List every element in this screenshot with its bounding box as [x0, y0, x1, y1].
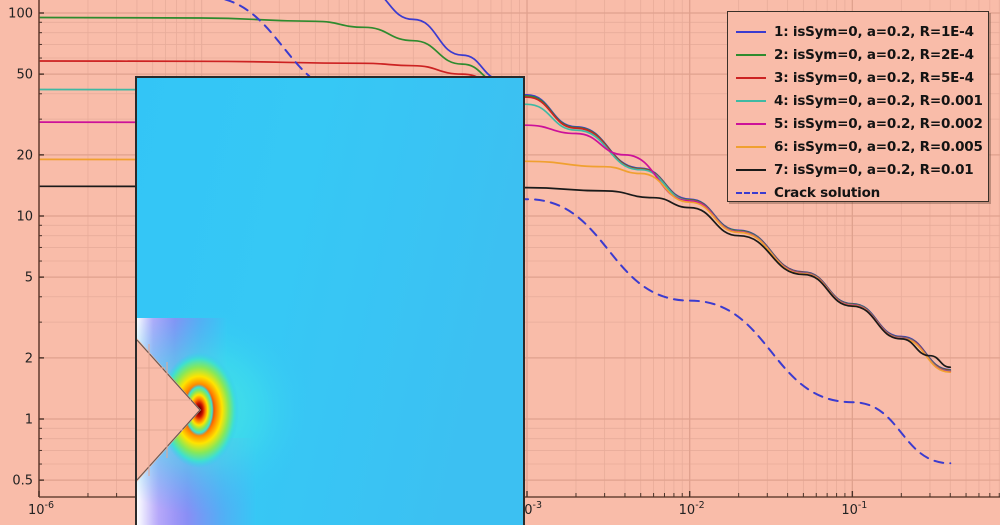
y-axis-tick-labels: 100 50 20 10 5 2 1 0.5: [8, 7, 33, 489]
y-tick-label: 20: [16, 148, 33, 163]
legend-item[interactable]: 3: isSym=0, a=0.2, R=5E-4: [736, 66, 982, 89]
legend-item[interactable]: 6: isSym=0, a=0.2, R=0.005: [736, 135, 983, 158]
legend-swatch-crack: [736, 191, 766, 194]
legend-item[interactable]: 1: isSym=0, a=0.2, R=1E-4: [736, 20, 982, 43]
legend-swatch-2: [736, 53, 766, 56]
stress-field-inset: [135, 76, 525, 525]
inset-field-svg: [137, 78, 523, 525]
curve-8: [222, 0, 952, 465]
legend-label-7: 7: isSym=0, a=0.2, R=0.01: [774, 161, 974, 178]
legend-label-crack: Crack solution: [774, 184, 881, 201]
legend-swatch-7: [736, 168, 766, 171]
y-tick-label: 100: [8, 7, 33, 22]
legend-label-2: 2: isSym=0, a=0.2, R=2E-4: [774, 46, 974, 63]
legend-swatch-6: [736, 145, 766, 148]
inset-field-body: [137, 78, 523, 525]
legend-label-3: 3: isSym=0, a=0.2, R=5E-4: [774, 69, 974, 86]
legend-item[interactable]: 4: isSym=0, a=0.2, R=0.001: [736, 89, 983, 112]
legend-item[interactable]: 2: isSym=0, a=0.2, R=2E-4: [736, 43, 982, 66]
chart-legend: 1: isSym=0, a=0.2, R=1E-4 2: isSym=0, a=…: [727, 11, 989, 202]
legend-label-6: 6: isSym=0, a=0.2, R=0.005: [774, 138, 983, 155]
legend-item[interactable]: 7: isSym=0, a=0.2, R=0.01: [736, 158, 982, 181]
legend-item[interactable]: 5: isSym=0, a=0.2, R=0.002: [736, 112, 983, 135]
notch-edge: [137, 339, 201, 481]
legend-label-4: 4: isSym=0, a=0.2, R=0.001: [774, 92, 983, 109]
y-tick-label: 10: [16, 210, 33, 225]
legend-label-5: 5: isSym=0, a=0.2, R=0.002: [774, 115, 983, 132]
legend-item[interactable]: Crack solution: [736, 181, 982, 204]
y-tick-label: 50: [16, 68, 33, 83]
legend-swatch-5: [736, 122, 766, 125]
y-tick-label: 5: [25, 271, 33, 286]
legend-swatch-1: [736, 30, 766, 33]
legend-swatch-4: [736, 99, 766, 102]
notch-grid: [137, 344, 191, 476]
notch-cutout: [137, 338, 201, 482]
y-tick-label: 2: [25, 351, 33, 366]
legend-swatch-3: [736, 76, 766, 79]
y-tick-label: 1: [25, 413, 33, 428]
y-tick-label: 0.5: [12, 474, 33, 489]
legend-label-1: 1: isSym=0, a=0.2, R=1E-4: [774, 23, 974, 40]
